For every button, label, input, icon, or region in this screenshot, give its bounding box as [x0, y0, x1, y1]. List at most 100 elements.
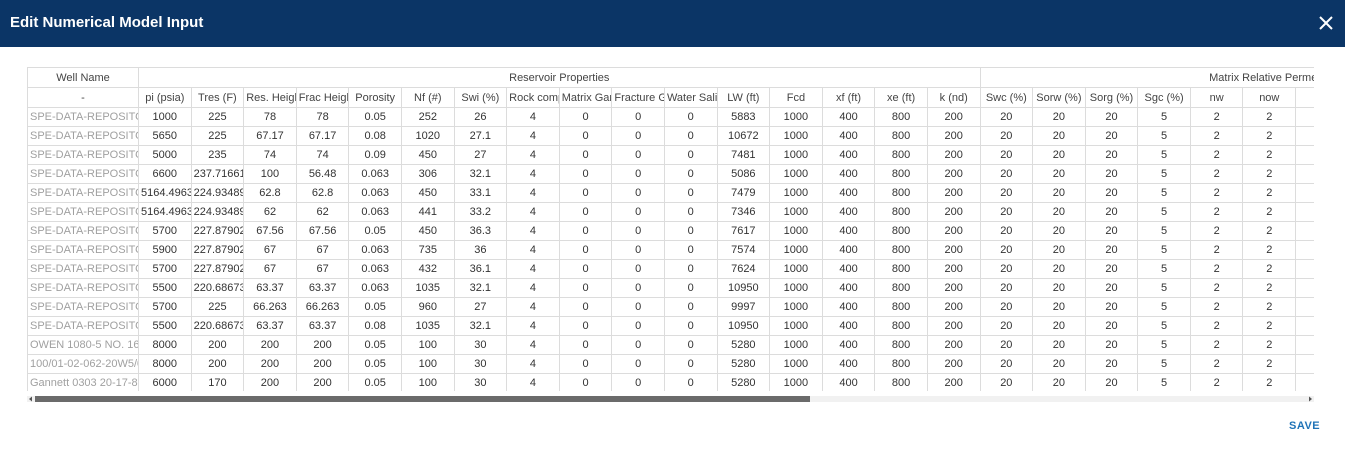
table-cell: 5 — [1137, 259, 1191, 279]
table-cell: 0.08 — [348, 316, 402, 336]
column-header: xf (ft) — [821, 87, 876, 108]
table-cell: 4 — [506, 354, 560, 374]
table-cell: 0 — [611, 354, 665, 374]
table-cell — [1295, 202, 1314, 222]
table-cell: 0.05 — [348, 335, 402, 355]
table-cell — [1295, 297, 1314, 317]
table-cell: 4 — [506, 278, 560, 298]
table-cell: 36.1 — [453, 259, 508, 279]
table-cell: 100 — [400, 335, 455, 355]
table-row: OWEN 1080-5 NO. 16H 8000 200 200 200 0.05 100 3… — [27, 335, 1314, 355]
table-cell: 200 — [190, 335, 245, 355]
table-cell: 20 — [979, 278, 1034, 298]
table-cell: 5086 — [716, 164, 771, 184]
table-cell: 20 — [979, 259, 1034, 279]
table-cell: 20 — [979, 126, 1034, 146]
table-cell: 20 — [1032, 259, 1086, 279]
table-cell: 800 — [874, 145, 928, 165]
table-cell: 0 — [558, 354, 613, 374]
column-header: Porosity — [348, 87, 402, 108]
table-cell: 5280 — [716, 354, 771, 374]
well-name-cell: SPE-DATA-REPOSITOR — [27, 297, 139, 317]
table-cell: 10672 — [716, 126, 771, 146]
column-header — [1295, 87, 1314, 108]
table-cell: 67.17 — [295, 126, 350, 146]
table-cell: 8000 — [138, 354, 192, 374]
table-cell: 0 — [611, 335, 665, 355]
table-cell: 400 — [821, 240, 876, 260]
table-cell: 800 — [874, 316, 928, 336]
table-cell: 63.37 — [295, 316, 350, 336]
table-row: SPE-DATA-REPOSITOR5700227.8790267.5667.5… — [27, 221, 1314, 241]
table-cell: 78 — [295, 107, 350, 127]
column-header: Sorg (%) — [1084, 87, 1139, 108]
table-cell: 4 — [506, 107, 560, 127]
table-row: SPE-DATA-REPOSITOR6600237.7166110056.480… — [27, 164, 1314, 184]
table-cell: 67 — [295, 240, 350, 260]
table-cell: 5 — [1137, 126, 1191, 146]
table-cell: 400 — [821, 354, 876, 374]
table-cell: 2 — [1189, 316, 1244, 336]
table-cell: 0 — [611, 240, 665, 260]
table-row: SPE-DATA-REPOSITOR100022578780.052522640… — [27, 107, 1314, 127]
table-cell: 7624 — [716, 259, 771, 279]
table-cell: 2 — [1242, 373, 1297, 391]
table-cell: 0 — [663, 354, 718, 374]
table-cell: 2 — [1189, 373, 1244, 391]
table-row: SPE-DATA-REPOSITOR565022567.1767.170.081… — [27, 126, 1314, 146]
table-cell: 1035 — [400, 316, 455, 336]
table-row: SPE-DATA-REPOSITOR5900227.8790267670.063… — [27, 240, 1314, 260]
table-cell: 20 — [1032, 183, 1086, 203]
table-cell: 4 — [506, 335, 560, 355]
table-cell: 200 — [926, 259, 981, 279]
horizontal-scrollbar[interactable] — [27, 393, 1314, 405]
table-cell: 225 — [190, 297, 245, 317]
table-cell: 0 — [611, 183, 665, 203]
save-button[interactable]: SAVE — [1289, 420, 1321, 432]
group-header: Well Name — [27, 67, 139, 88]
table-cell: 200 — [926, 335, 981, 355]
table-cell: 5 — [1137, 335, 1191, 355]
table-cell: 0.05 — [348, 373, 402, 391]
table-cell: 100 — [400, 354, 455, 374]
table-cell: 26 — [453, 107, 508, 127]
table-row: SPE-DATA-REPOSITOR5500220.6867363.3763.3… — [27, 278, 1314, 298]
table-cell: 200 — [243, 354, 297, 374]
table-cell: 63.37 — [295, 278, 350, 298]
column-header: Swi (%) — [453, 87, 508, 108]
table-cell — [1295, 354, 1314, 374]
table-cell — [1295, 107, 1314, 127]
table-cell: 5 — [1137, 373, 1191, 391]
table-cell: 170 — [190, 373, 245, 391]
table-cell: 4 — [506, 297, 560, 317]
table-cell: 2 — [1242, 145, 1297, 165]
table-cell: 5 — [1137, 297, 1191, 317]
table-cell: 27 — [453, 145, 508, 165]
table-cell: 735 — [400, 240, 455, 260]
table-cell: 20 — [1084, 164, 1139, 184]
table-cell: 2 — [1189, 278, 1244, 298]
table-cell: 5 — [1137, 202, 1191, 222]
close-button[interactable] — [1319, 16, 1333, 30]
table-cell: 4 — [506, 183, 560, 203]
table-cell — [1295, 145, 1314, 165]
table-cell: 400 — [821, 126, 876, 146]
table-cell: 0 — [611, 278, 665, 298]
table-cell: 0.09 — [348, 145, 402, 165]
table-cell: 62.8 — [243, 183, 297, 203]
table-cell: 5 — [1137, 278, 1191, 298]
table-cell: 0 — [663, 202, 718, 222]
table-cell: 1000 — [769, 373, 823, 391]
table-cell: 227.87902 — [190, 240, 245, 260]
column-header: LW (ft) — [716, 87, 771, 108]
table-cell: 0 — [663, 164, 718, 184]
table-cell: 6000 — [138, 373, 192, 391]
table-cell: 20 — [979, 354, 1034, 374]
table-cell: 2 — [1242, 297, 1297, 317]
well-name-cell: SPE-DATA-REPOSITOR — [27, 183, 139, 203]
table-cell: 0 — [558, 183, 613, 203]
table-cell: 5883 — [716, 107, 771, 127]
table-cell: 1000 — [769, 145, 823, 165]
table-cell: 20 — [979, 240, 1034, 260]
table-cell: 33.1 — [453, 183, 508, 203]
